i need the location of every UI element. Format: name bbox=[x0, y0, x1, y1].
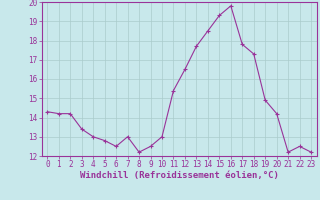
X-axis label: Windchill (Refroidissement éolien,°C): Windchill (Refroidissement éolien,°C) bbox=[80, 171, 279, 180]
